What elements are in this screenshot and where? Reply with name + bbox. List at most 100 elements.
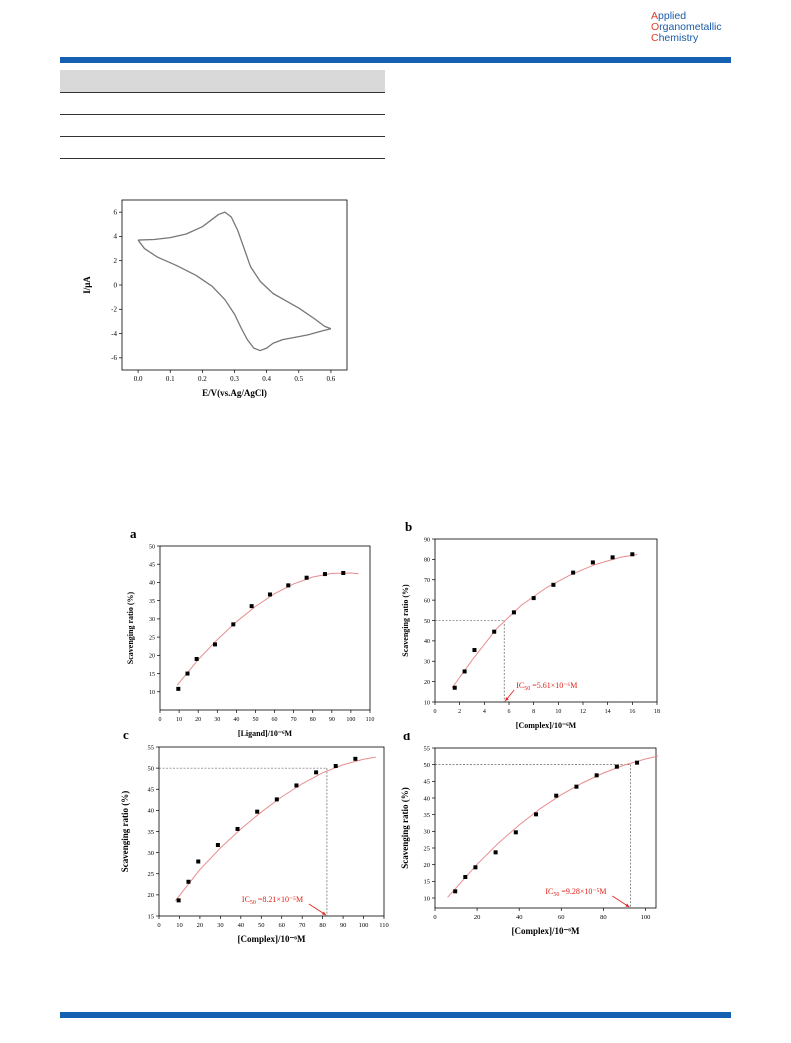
data-point <box>304 575 309 580</box>
y-tick-label: 55 <box>148 744 155 751</box>
x-tick-label: 0.5 <box>294 375 303 383</box>
y-tick-label: 60 <box>424 598 430 604</box>
x-tick-label: 10 <box>176 922 183 929</box>
x-tick-label: 70 <box>299 922 306 929</box>
data-point <box>185 671 190 676</box>
data-point <box>212 642 217 647</box>
header-rule <box>60 57 731 63</box>
x-tick-label: 0.4 <box>262 375 271 383</box>
data-point <box>511 610 516 615</box>
x-axis-label: E/V(vs.Ag/AgCl) <box>202 388 267 398</box>
x-axis-label: [Complex]/10⁻⁶M <box>516 721 577 730</box>
y-tick-label: 25 <box>149 635 155 641</box>
ic50-value: =5.61×10⁻⁶M <box>530 681 577 690</box>
x-tick-label: 0 <box>159 717 162 723</box>
x-tick-label: 40 <box>238 922 245 929</box>
y-axis-label: I/μA <box>82 276 92 294</box>
x-tick-label: 10 <box>555 709 561 715</box>
x-tick-label: 12 <box>580 709 586 715</box>
ic50-annotation: IC50 =8.21×10⁻⁵M <box>242 895 303 906</box>
logo-line-2: Organometallic <box>651 21 722 33</box>
data-point <box>635 760 640 765</box>
data-point <box>453 889 458 894</box>
journal-logo: Applied Organometallic Chemistry <box>651 11 722 44</box>
y-tick-label: 35 <box>149 599 155 605</box>
data-point <box>353 756 358 761</box>
data-point <box>333 764 338 769</box>
data-point <box>452 685 457 690</box>
data-point <box>314 770 319 775</box>
data-point <box>513 830 518 835</box>
data-point <box>249 604 254 609</box>
data-point <box>590 560 595 565</box>
x-tick-label: 18 <box>654 709 660 715</box>
data-point <box>231 622 236 627</box>
y-axis-label: Scavenging ratio (%) <box>401 584 410 657</box>
y-tick-label: 90 <box>424 537 430 543</box>
ic50-arrowhead <box>625 903 630 907</box>
y-tick-label: 35 <box>424 812 431 819</box>
x-tick-label: 6 <box>508 709 511 715</box>
x-tick-label: 16 <box>629 709 635 715</box>
ic50-annotation: IC50 =5.61×10⁻⁶M <box>516 681 577 692</box>
plot-frame <box>159 545 371 711</box>
cv-series-line <box>137 239 332 352</box>
scavenging-chart-c: c 0 10 20 30 40 50 60 70 80 90 100 110 15 20 25 30 35 40 45… <box>120 733 389 944</box>
data-point <box>196 859 201 864</box>
y-tick-label: 30 <box>149 617 155 623</box>
data-point <box>176 898 181 903</box>
x-tick-label: 100 <box>346 717 355 723</box>
x-tick-label: 110 <box>366 717 375 723</box>
fit-curve <box>176 572 359 686</box>
logo-line-1: Applied <box>651 10 687 22</box>
data-point <box>492 629 497 634</box>
plot-frame <box>158 746 385 917</box>
x-tick-label: 60 <box>558 914 565 921</box>
x-tick-label: 90 <box>340 922 347 929</box>
x-tick-label: 70 <box>291 717 297 723</box>
x-tick-label: 40 <box>233 717 239 723</box>
data-point <box>255 809 260 814</box>
x-tick-label: 0 <box>434 709 437 715</box>
table <box>60 70 385 160</box>
x-tick-label: 40 <box>516 914 523 921</box>
panel-label: a <box>130 526 137 541</box>
y-tick-label: 45 <box>149 563 155 569</box>
ic50-arrowhead <box>321 911 326 915</box>
x-axis-label: [Complex]/10⁻⁶M <box>512 926 580 936</box>
y-tick-label: 20 <box>424 680 430 686</box>
y-tick-label: 25 <box>424 845 431 852</box>
x-tick-label: 110 <box>379 922 389 929</box>
x-tick-label: 4 <box>483 709 486 715</box>
fit-curve <box>174 756 376 902</box>
data-point <box>322 572 327 577</box>
x-tick-label: 0.2 <box>198 375 207 383</box>
y-tick-label: 15 <box>148 913 155 920</box>
y-axis-label: Scavenging ratio (%) <box>120 791 130 873</box>
x-tick-label: 0.1 <box>166 375 175 383</box>
panel-label: b <box>405 522 412 534</box>
x-tick-label: 100 <box>641 914 651 921</box>
cyclic-voltammogram-chart: 0.0 0.1 0.2 0.3 0.4 0.5 0.6 -6 -4 -2 0 2 4 6 E/V(vs.Ag… <box>82 199 348 398</box>
data-point <box>571 570 576 575</box>
data-point <box>463 875 468 879</box>
x-tick-label: 100 <box>359 922 369 929</box>
data-point <box>574 784 579 789</box>
y-tick-label: 20 <box>424 862 431 869</box>
scavenging-chart-a: a 0 10 20 30 40 50 60 70 80 90 100 110 10 15 20 25 30 35 40… <box>126 526 375 738</box>
data-point <box>534 812 539 817</box>
y-tick-label: 25 <box>148 871 155 878</box>
y-tick-label: 15 <box>424 879 431 886</box>
x-tick-label: 14 <box>605 709 611 715</box>
y-tick-label: 15 <box>149 672 155 678</box>
data-point <box>235 826 240 831</box>
ic50-subscript: 50 <box>250 900 256 906</box>
y-tick-label: 30 <box>424 660 430 666</box>
x-tick-label: 30 <box>217 922 224 929</box>
ic50-subscript: 50 <box>553 892 559 898</box>
data-point <box>462 669 467 674</box>
y-tick-label: -6 <box>111 354 117 362</box>
data-point <box>610 555 615 560</box>
x-tick-label: 60 <box>272 717 278 723</box>
y-tick-label: 55 <box>424 745 431 752</box>
